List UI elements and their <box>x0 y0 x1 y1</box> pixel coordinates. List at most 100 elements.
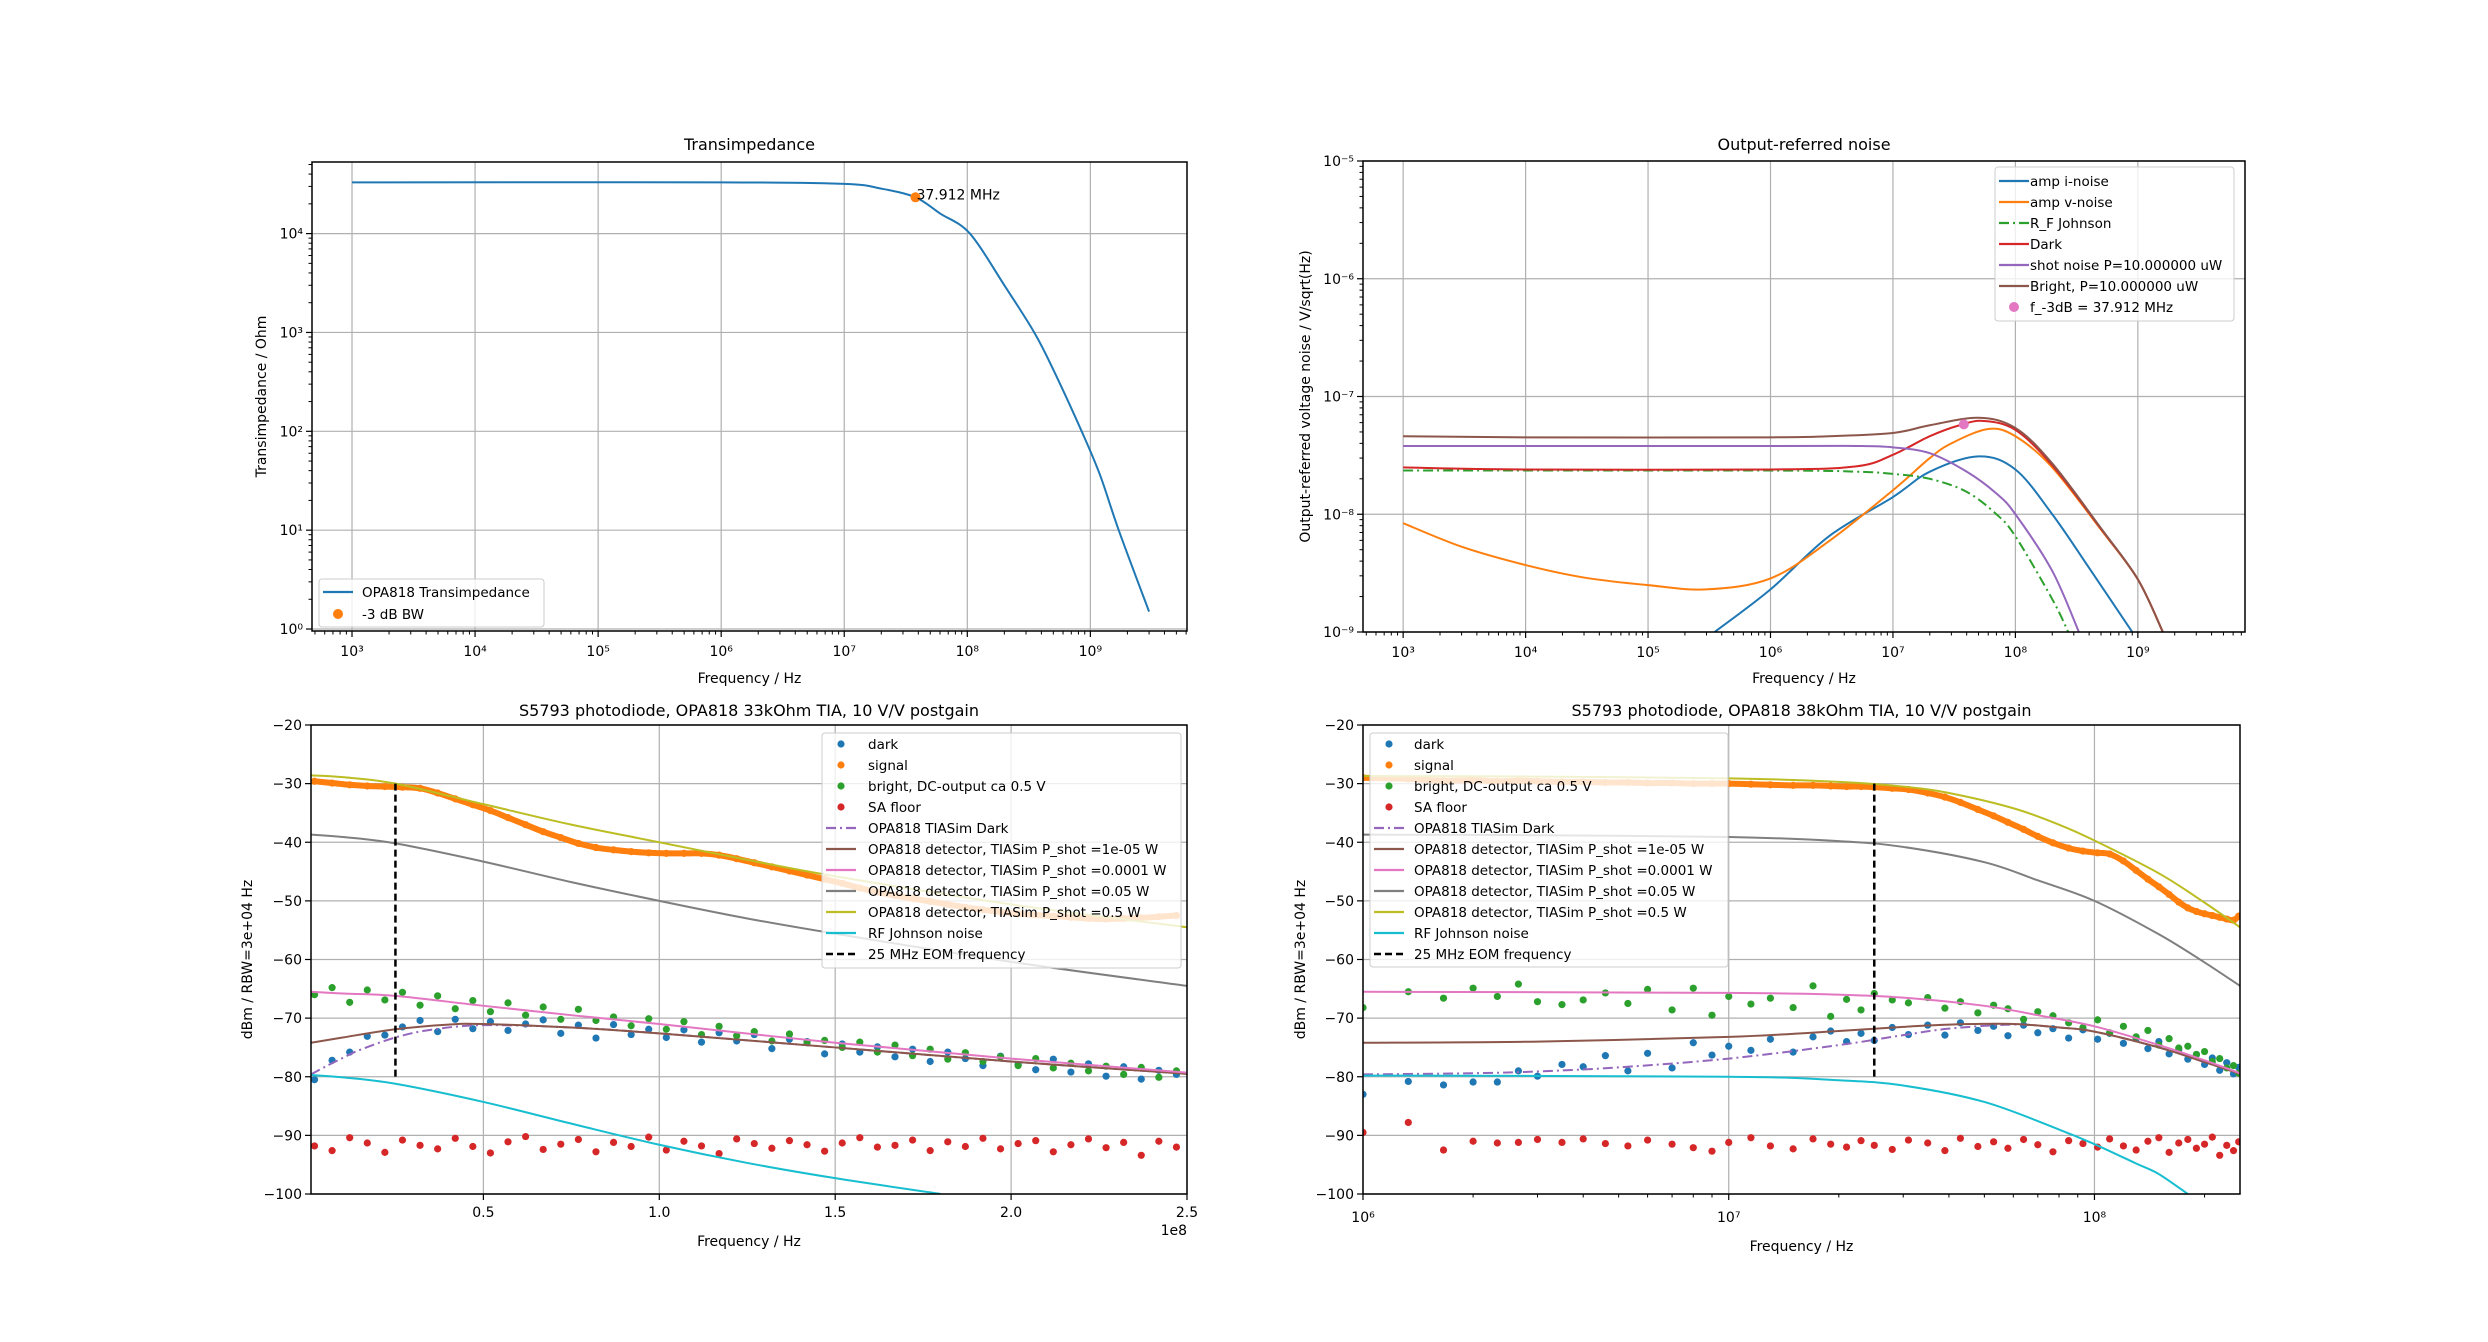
scatter-point-bright-dc-output-ca-0-5-v <box>1708 1011 1716 1019</box>
scatter-point-dark <box>1514 1067 1522 1075</box>
scatter-point-sa-floor <box>926 1147 934 1155</box>
legend-item-25-mhz-eom-frequency: 25 MHz EOM frequency <box>826 947 1025 963</box>
scatter-point-sa-floor <box>1827 1140 1835 1148</box>
scatter-point-sa-floor <box>1049 1148 1057 1156</box>
scatter-point-sa-floor <box>2192 1144 2201 1152</box>
legend-item-signal: signal <box>1385 758 1454 774</box>
legend-label: OPA818 detector, TIASim P_shot =0.0001 W <box>868 863 1167 879</box>
scatter-point-sa-floor <box>1172 1143 1181 1151</box>
x-tick-label: 10⁵ <box>1636 645 1659 661</box>
scatter-point-sa-floor <box>2065 1137 2073 1145</box>
minor-ticks <box>1359 165 2242 636</box>
x-tick-label: 10⁴ <box>463 644 487 660</box>
scatter-point-bright-dc-output-ca-0-5-v <box>1747 1000 1755 1008</box>
legend: dark signal bright, DC-output ca 0.5 V SA f… <box>821 732 1182 969</box>
scatter-point-dark <box>1643 1049 1652 1057</box>
legend-item-opa818-detector-tiasim-p-shot-0-0001-w: OPA818 detector, TIASim P_shot =0.0001 W <box>826 863 1167 879</box>
chart-title: Transimpedance <box>683 135 815 154</box>
scatter-point-bright-dc-output-ca-0-5-v <box>1789 1003 1797 1012</box>
legend-label: bright, DC-output ca 0.5 V <box>1414 779 1592 795</box>
scatter-point-bright-dc-output-ca-0-5-v <box>486 1008 495 1016</box>
legend-label: dark <box>1414 737 1444 753</box>
legend-label: signal <box>1414 758 1454 774</box>
legend-label: SA floor <box>1414 800 1467 816</box>
legend-item-3-db-bw: -3 dB BW <box>333 607 424 623</box>
scatter-point-sa-floor <box>346 1134 354 1142</box>
y-tick-label: −90 <box>272 1128 302 1144</box>
y-tick-label: −70 <box>272 1011 302 1027</box>
marker-f-3db-37-912-mhz <box>1958 419 1969 430</box>
scatter-point-signal <box>1789 781 1797 789</box>
scatter-point-dark <box>381 1031 389 1039</box>
scatter-point-dark <box>1689 1039 1697 1047</box>
legend-frame <box>821 732 1182 969</box>
chart-panel-s5793-photodiode-opa818-33kohm-tia-10-v-v-postgain: 0.5 1.0 1.5 2.0 2.5 −100 −90 −80 −70 −60 −50 −40 −30… <box>240 701 1198 1250</box>
scatter-point-bright-dc-output-ca-0-5-v <box>328 984 336 992</box>
scatter-point-bright-dc-output-ca-0-5-v <box>2019 1015 2028 1023</box>
scatter-point-signal <box>346 781 354 789</box>
scatter-point-dark <box>1493 1078 1501 1086</box>
scatter-point-sa-floor <box>1120 1138 1128 1147</box>
scatter-point-bright-dc-output-ca-0-5-v <box>1689 984 1697 992</box>
legend-label: -3 dB BW <box>362 607 424 623</box>
scatter-point-sa-floor <box>768 1144 776 1152</box>
scatter-point-signal <box>522 821 530 829</box>
scatter-point-bright-dc-output-ca-0-5-v <box>2216 1054 2224 1063</box>
x-tick-label: 2.5 <box>1176 1205 1198 1221</box>
series-line-rf-johnson-noise <box>311 1073 941 1194</box>
scatter-point-sa-floor <box>2216 1151 2224 1159</box>
scatter-point-bright-dc-output-ca-0-5-v <box>1643 985 1652 993</box>
scatter-point-signal <box>1990 812 1998 820</box>
legend-marker-icon <box>1385 782 1393 790</box>
scatter-point-sa-floor <box>504 1138 512 1146</box>
legend-label: OPA818 detector, TIASim P_shot =1e-05 W <box>868 842 1158 858</box>
legend-marker-icon <box>837 782 845 790</box>
y-tick-label: −50 <box>272 894 302 910</box>
x-tick-label: 10⁸ <box>2083 1210 2107 1226</box>
scatter-point-sa-floor <box>944 1138 952 1146</box>
legend-item-opa818-transimpedance: OPA818 Transimpedance <box>323 585 530 601</box>
scatter-point-signal <box>2235 912 2240 920</box>
legend-marker-icon <box>1385 740 1393 748</box>
scatter-point-sa-floor <box>557 1140 565 1148</box>
scatter-point-signal <box>592 843 600 852</box>
scatter-point-signal <box>1827 782 1835 790</box>
legend-item-sa-floor: SA floor <box>837 800 921 816</box>
legend-item-opa818-detector-tiasim-p-shot-0-05-w: OPA818 detector, TIASim P_shot =0.05 W <box>1374 884 1695 900</box>
y-tick-label: −70 <box>1324 1011 1354 1027</box>
scatter-point-sa-floor <box>2229 1147 2238 1155</box>
scatter-point-sa-floor <box>1842 1143 1851 1151</box>
legend-item-amp-i-noise: amp i-noise <box>1999 174 2109 190</box>
scatter-point-dark <box>469 1025 477 1033</box>
y-tick-label: −90 <box>1324 1128 1354 1144</box>
scatter-point-sa-floor <box>1904 1136 1913 1144</box>
scatter-point-sa-floor <box>1643 1136 1652 1144</box>
scatter-point-bright-dc-output-ca-0-5-v <box>1842 995 1851 1003</box>
scatter-point-bright-dc-output-ca-0-5-v <box>1155 1073 1163 1081</box>
scatter-point-sa-floor <box>398 1136 407 1144</box>
scatter-point-sa-floor <box>1102 1144 1110 1152</box>
scatter-point-sa-floor <box>1469 1137 1477 1145</box>
legend-label: dark <box>868 737 898 753</box>
scatter-point-signal <box>1857 782 1865 791</box>
x-tick-label: 10⁶ <box>1759 645 1783 661</box>
scatter-point-sa-floor <box>961 1142 969 1151</box>
legend-item-opa818-detector-tiasim-p-shot-1e-05-w: OPA818 detector, TIASim P_shot =1e-05 W <box>826 842 1158 858</box>
scatter-point-dark <box>1137 1075 1145 1083</box>
scatter-point-dark <box>1725 1042 1733 1050</box>
scatter-point-sa-floor <box>1624 1142 1632 1150</box>
scatter-point-bright-dc-output-ca-0-5-v <box>1668 1006 1676 1014</box>
scatter-point-dark <box>592 1034 600 1042</box>
series-line-bright-p-10-000000-uw <box>1403 416 2164 632</box>
y-tick-label: −20 <box>1324 718 1354 734</box>
series-line-opa818-detector-tiasim-p-shot-1e-05-w <box>311 1022 1187 1075</box>
x-offset-label: 1e8 <box>1161 1223 1187 1239</box>
scatter-point-dark <box>539 1016 547 1024</box>
legend-label: SA floor <box>868 800 921 816</box>
x-tick-label: 10⁸ <box>956 644 980 660</box>
scatter-point-dark <box>2004 1032 2012 1040</box>
scatter-point-sa-floor <box>2165 1148 2173 1156</box>
scatter-point-bright-dc-output-ca-0-5-v <box>1888 996 1896 1004</box>
y-tick-label: −40 <box>272 835 302 851</box>
scatter-point-sa-floor <box>1668 1140 1676 1148</box>
